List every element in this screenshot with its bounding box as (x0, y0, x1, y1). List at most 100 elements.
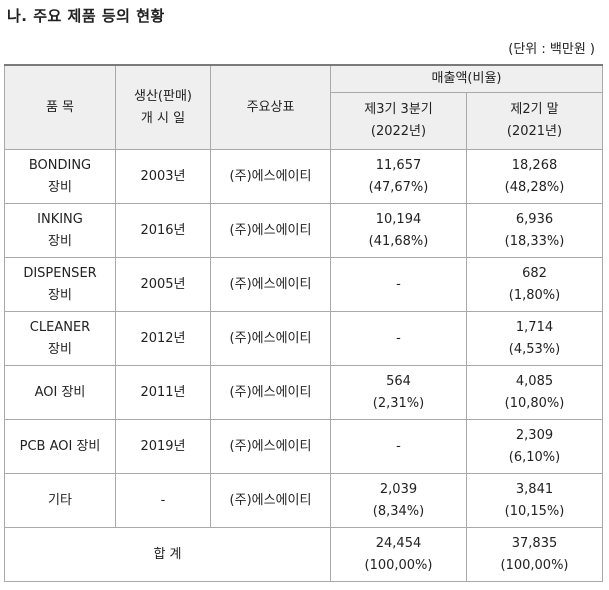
header-period-2-line1: 제2기 말 (510, 102, 559, 117)
period-2-ratio: (10,80%) (504, 395, 565, 411)
header-period-1-line2: (2022년) (370, 124, 427, 139)
product-name: PCB AOI 장비 (19, 438, 101, 454)
table-row: AOI 장비 2011년 (주)에스에이티 564 (2,31%) 4,085 (10,80… (4, 365, 604, 420)
brand-name: (주)에스에이티 (229, 492, 312, 508)
product-name: CLEANER (29, 319, 91, 335)
table-row: DISPENSER 장비 2005년 (주)에스에이티 - 682 (1,80%) (4, 257, 604, 312)
period-1-amount: 564 (386, 373, 411, 389)
period-1-sales-cell: 10,194 (41,68%) (330, 203, 467, 258)
period-2-amount: 4,085 (515, 373, 554, 389)
launch-year: 2005년 (140, 276, 186, 292)
launch-year-cell: 2019년 (115, 419, 211, 474)
header-product: 품 목 (4, 64, 116, 150)
product-name: 기타 (48, 492, 72, 508)
launch-year: 2012년 (140, 330, 186, 346)
product-name: DISPENSER (23, 265, 97, 281)
launch-year-cell: 2016년 (115, 203, 211, 258)
period-1-amount: 2,039 (379, 481, 418, 497)
total-label: 합 계 (4, 527, 331, 582)
product-status-table: 품 목 생산(판매) 개 시 일 주요상표 매출액(비율) 제3기 3분기 (2… (4, 64, 604, 582)
header-launch-line2: 개 시 일 (140, 110, 186, 126)
header-launch-line1: 생산(판매) (134, 88, 192, 104)
period-2-sales-cell: 682 (1,80%) (465, 257, 604, 312)
period-1-amount: 10,194 (375, 211, 422, 227)
period-2-amount: 1,714 (515, 319, 554, 335)
table-row: INKING 장비 2016년 (주)에스에이티 10,194 (41,68%) 6,936… (4, 203, 604, 258)
table-row: PCB AOI 장비 2019년 (주)에스에이티 - 2,309 (6,10%) (4, 419, 604, 474)
brand-name: (주)에스에이티 (229, 438, 312, 454)
product-name: INKING (37, 211, 83, 227)
period-2-amount: 18,268 (511, 157, 558, 173)
launch-year: - (160, 492, 166, 508)
period-2-amount: 2,309 (515, 427, 554, 443)
period-1-amount: - (396, 276, 401, 292)
header-brand: 주요상표 (210, 64, 331, 150)
product-name-cell: AOI 장비 (4, 365, 116, 420)
product-name-cell: INKING 장비 (4, 203, 116, 258)
brand-cell: (주)에스에이티 (210, 311, 331, 366)
launch-year: 2011년 (140, 384, 186, 400)
period-2-sales-cell: 18,268 (48,28%) (465, 149, 604, 204)
product-name-cell: CLEANER 장비 (4, 311, 116, 366)
brand-name: (주)에스에이티 (229, 384, 312, 400)
period-2-sales-cell: 4,085 (10,80%) (465, 365, 604, 420)
period-2-amount: 6,936 (515, 211, 554, 227)
total-period-2: 37,835 (100,00%) (465, 527, 604, 582)
table-row: 기타 - (주)에스에이티 2,039 (8,34%) 3,841 (10,15%) (4, 473, 604, 528)
unit-label: (단위 : 백만원 ) (508, 42, 595, 57)
period-1-ratio: (41,68%) (368, 233, 429, 249)
brand-cell: (주)에스에이티 (210, 419, 331, 474)
header-launch-date: 생산(판매) 개 시 일 (115, 64, 211, 150)
brand-name: (주)에스에이티 (229, 168, 312, 184)
product-name-line2: 장비 (48, 233, 72, 249)
brand-cell: (주)에스에이티 (210, 203, 331, 258)
total-period-1-ratio: (100,00%) (364, 557, 433, 573)
brand-cell: (주)에스에이티 (210, 473, 331, 528)
brand-cell: (주)에스에이티 (210, 149, 331, 204)
period-2-amount: 682 (522, 265, 547, 281)
brand-name: (주)에스에이티 (229, 276, 312, 292)
period-1-ratio: (47,67%) (368, 179, 429, 195)
period-2-ratio: (48,28%) (504, 179, 565, 195)
period-2-ratio: (6,10%) (508, 449, 561, 465)
table-row: BONDING 장비 2003년 (주)에스에이티 11,657 (47,67%) 18,2… (4, 149, 604, 204)
product-name-cell: PCB AOI 장비 (4, 419, 116, 474)
brand-name: (주)에스에이티 (229, 222, 312, 238)
header-sales: 매출액(비율) (329, 64, 604, 93)
section-title: 나. 주요 제품 등의 현황 (7, 7, 165, 25)
header-period-1: 제3기 3분기 (2022년) (330, 92, 467, 150)
product-name: BONDING (28, 157, 92, 173)
period-2-sales-cell: 6,936 (18,33%) (465, 203, 604, 258)
product-name-cell: 기타 (4, 473, 116, 528)
brand-cell: (주)에스에이티 (210, 257, 331, 312)
total-period-1: 24,454 (100,00%) (330, 527, 467, 582)
launch-year-cell: 2012년 (115, 311, 211, 366)
brand-cell: (주)에스에이티 (210, 365, 331, 420)
product-name: AOI 장비 (34, 384, 86, 400)
launch-year: 2016년 (140, 222, 186, 238)
total-row: 합 계 24,454 (100,00%) 37,835 (100,00%) (4, 527, 604, 582)
launch-year-cell: 2005년 (115, 257, 211, 312)
product-name-line2: 장비 (48, 341, 72, 357)
period-1-sales-cell: 564 (2,31%) (330, 365, 467, 420)
header-row-1: 품 목 생산(판매) 개 시 일 주요상표 매출액(비율) (4, 64, 604, 150)
product-name-line2: 장비 (48, 287, 72, 303)
header-period-2-line2: (2021년) (506, 124, 563, 139)
launch-year: 2019년 (140, 438, 186, 454)
period-1-sales-cell: 11,657 (47,67%) (330, 149, 467, 204)
launch-year-cell: - (115, 473, 211, 528)
period-1-sales-cell: 2,039 (8,34%) (330, 473, 467, 528)
period-2-ratio: (18,33%) (504, 233, 565, 249)
total-period-1-amount: 24,454 (375, 535, 422, 551)
total-period-2-ratio: (100,00%) (500, 557, 569, 573)
period-2-amount: 3,841 (515, 481, 554, 497)
launch-year-cell: 2003년 (115, 149, 211, 204)
period-1-sales-cell: - (330, 257, 467, 312)
period-1-sales-cell: - (330, 311, 467, 366)
period-2-sales-cell: 1,714 (4,53%) (465, 311, 604, 366)
period-2-ratio: (1,80%) (508, 287, 561, 303)
launch-year: 2003년 (140, 168, 186, 184)
period-1-amount: - (396, 330, 401, 346)
total-period-2-amount: 37,835 (511, 535, 558, 551)
product-name-cell: DISPENSER 장비 (4, 257, 116, 312)
